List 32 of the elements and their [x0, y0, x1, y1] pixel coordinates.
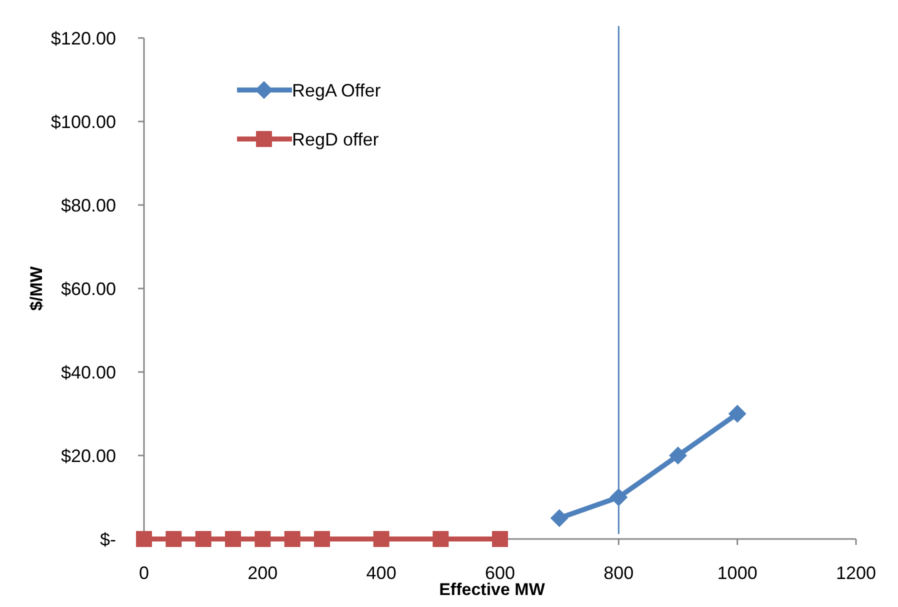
point [166, 531, 182, 547]
x-tick-label: 400 [366, 563, 396, 583]
point [550, 509, 568, 528]
point [136, 531, 152, 547]
point [254, 531, 271, 547]
point [225, 531, 241, 547]
point [314, 531, 330, 547]
y-tick-label: $- [100, 529, 116, 550]
x-tick-label: 600 [484, 563, 516, 583]
y-tick-label: $120.00 [50, 28, 116, 48]
point [284, 531, 300, 547]
y-axis-title: $/MW [27, 265, 46, 311]
point [432, 531, 449, 547]
point [669, 446, 687, 464]
x-tick-label: 1000 [717, 563, 758, 583]
x-axis-title: Effective MW [439, 580, 546, 599]
point [610, 488, 628, 506]
point [373, 531, 390, 547]
y-tick-label: $20.00 [60, 446, 116, 466]
y-tick-label: $60.00 [60, 278, 116, 299]
x-tick-label: 200 [248, 563, 278, 583]
x-tick-label: 0 [138, 563, 150, 583]
point [195, 531, 212, 547]
legend-label: RegD offer [292, 129, 379, 150]
point [492, 531, 508, 547]
legend-label: RegA Offer [292, 80, 381, 100]
y-tick-label: $40.00 [60, 362, 116, 382]
point [728, 404, 746, 423]
x-tick-label: 800 [604, 563, 634, 583]
y-tick-label: $100.00 [50, 112, 116, 132]
y-tick-label: $80.00 [60, 195, 116, 216]
x-tick-label: 1200 [836, 563, 876, 583]
